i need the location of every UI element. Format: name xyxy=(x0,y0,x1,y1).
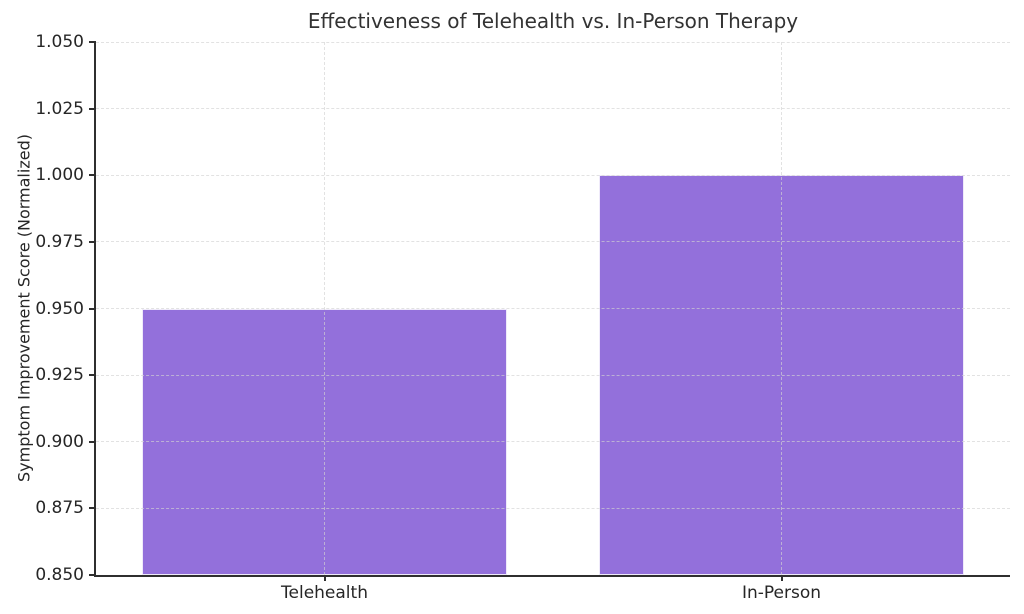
axis-spine-bottom xyxy=(94,575,1010,577)
y-tick-label: 0.850 xyxy=(35,565,84,585)
gridline-horizontal xyxy=(96,174,1010,176)
y-tick-label: 1.025 xyxy=(35,98,84,119)
y-tick-label: 1.000 xyxy=(35,165,84,186)
y-tick-mark xyxy=(89,574,96,576)
chart-title: Effectiveness of Telehealth vs. In-Perso… xyxy=(307,9,799,33)
y-tick-label: 0.900 xyxy=(35,431,84,452)
y-tick-label: 0.975 xyxy=(35,231,84,252)
y-tick-mark xyxy=(89,507,96,510)
y-tick-mark xyxy=(89,374,96,377)
gridline-horizontal xyxy=(96,507,1010,509)
gridline-horizontal xyxy=(96,308,1010,309)
y-tick-label: 0.925 xyxy=(35,365,84,386)
gridline-vertical xyxy=(781,42,782,575)
gridline-horizontal xyxy=(96,441,1010,443)
axis-spine-left xyxy=(94,42,96,577)
x-tick-mark xyxy=(780,575,783,581)
y-tick-label: 1.050 xyxy=(35,32,84,52)
y-tick-mark xyxy=(89,440,96,443)
gridline-horizontal xyxy=(96,108,1010,110)
y-tick-mark xyxy=(89,174,96,177)
y-tick-mark xyxy=(89,307,96,310)
gridline-horizontal xyxy=(96,41,1010,43)
x-tick-label: In-Person xyxy=(741,583,822,603)
y-tick-mark xyxy=(89,41,96,43)
y-tick-mark xyxy=(89,107,96,110)
y-tick-label: 0.950 xyxy=(35,298,84,319)
gridline-horizontal xyxy=(96,374,1010,376)
y-tick-mark xyxy=(89,240,96,243)
x-tick-mark xyxy=(323,575,326,581)
x-tick-label: Telehealth xyxy=(281,583,368,603)
gridline-vertical xyxy=(324,42,325,575)
y-tick-label: 0.875 xyxy=(35,498,84,519)
gridline-horizontal xyxy=(96,241,1010,243)
